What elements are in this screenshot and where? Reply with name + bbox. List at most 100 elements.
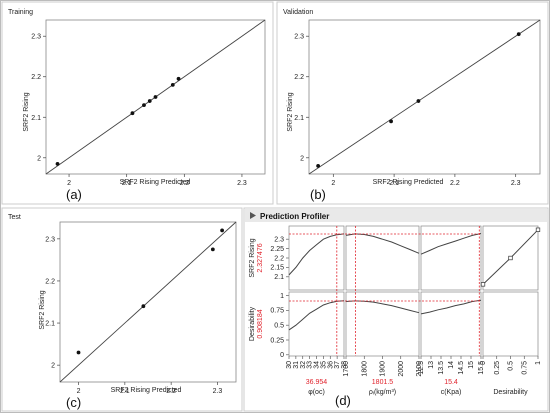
x-tick-label: 30	[286, 361, 293, 369]
x-tick-label: 32	[300, 361, 307, 369]
data-point	[55, 161, 60, 166]
desirability-marker	[535, 227, 541, 232]
x-tick-label: 2	[77, 388, 81, 395]
y-tick-label: 0.25	[270, 337, 284, 344]
y-tick-label: 1	[280, 293, 284, 300]
y-tick-label: 2.1	[274, 274, 284, 281]
y-tick-label: 2.2	[31, 74, 41, 81]
data-point	[210, 247, 215, 252]
profiler-header	[245, 209, 547, 222]
x-tick-label: 1700	[343, 361, 350, 377]
profiler-cell	[482, 291, 539, 357]
data-point	[130, 111, 135, 116]
data-point	[147, 99, 152, 103]
x-tick-label: 1	[535, 361, 542, 365]
profiler-cell	[420, 225, 482, 291]
x-tick-label: 12.5	[418, 361, 425, 375]
panel-c-letter: (c)	[66, 395, 81, 410]
reference-line	[308, 19, 541, 175]
x-tick-label: 2.3	[511, 180, 521, 187]
panel-a-ylabel: SRF2 Rising	[23, 92, 30, 131]
x-tick-label: 14.5	[458, 361, 465, 375]
x-tick-label: 2000	[398, 361, 405, 377]
x-tick-label: 35	[320, 361, 327, 369]
data-point	[316, 163, 321, 168]
x-tick-label: 2	[331, 180, 335, 187]
panel-c: Test 2 2.1 2.2 2.3 2 2.1 2.2 2.3 SRF2 Rising Pr…	[1, 207, 243, 412]
x-tick-label: 2.3	[213, 388, 223, 395]
panel-c-ylabel: SRF2 Rising	[39, 290, 46, 329]
data-point	[170, 82, 175, 87]
panel-d: Prediction Profiler SRF2 Rising 2.327476 2…	[243, 207, 549, 412]
profile-curve	[420, 233, 482, 255]
x-tick-label: 13	[428, 361, 435, 369]
y-tick-label: 2.2	[274, 255, 284, 262]
data-point	[76, 350, 81, 355]
x-tick-label: 0.75	[521, 361, 528, 375]
x-tick-label: 2.1	[122, 180, 132, 187]
y-tick-label: 0	[280, 352, 284, 359]
x-tick-label: 2	[67, 180, 71, 187]
x-tick-label: 14	[448, 361, 455, 369]
y-tick-label: 2.25	[270, 246, 284, 253]
profiler-cell	[288, 225, 345, 291]
y-tick-label: 2.3	[274, 236, 284, 243]
profile-curve	[420, 299, 482, 315]
x-tick-label: 2.2	[450, 180, 460, 187]
y-tick-label: 2	[51, 363, 55, 370]
x-tick-label: 1900	[380, 361, 387, 377]
x-tick-label: 2100	[416, 361, 423, 377]
y-tick-label: 0.5	[274, 322, 284, 329]
panel-b-ylabel: SRF2 Rising	[287, 92, 294, 131]
data-point	[389, 119, 393, 124]
panel-a-title: Training	[8, 9, 33, 16]
x-tick-label: 33	[307, 361, 314, 369]
y-tick-label: 2	[37, 155, 41, 162]
panel-b-title: Validation	[283, 9, 313, 16]
panel-b-letter: (b)	[310, 187, 326, 202]
y-tick-label: 2.1	[31, 115, 41, 122]
y-tick-label: 0.75	[270, 308, 284, 315]
disclosure-triangle-icon[interactable]	[250, 212, 256, 219]
profiler-row-label: Desirability	[249, 306, 256, 341]
profile-curve	[345, 233, 420, 254]
x-tick-label: 2.2	[166, 388, 176, 395]
factor-label: c(Kpa)	[441, 389, 462, 396]
panel-b: Validation 2 2.1 2.2 2.3 2 2.1 2.2 2.3 SRF2 Ris…	[276, 1, 549, 205]
panel-a: Training 2 2.1 2.2 2.3 2 2.1 2.2 2.3 SRF2 Risin…	[1, 1, 274, 205]
y-tick-label: 2.1	[45, 321, 55, 328]
panel-c-plot: 2 2.1 2.2 2.3 2 2.1 2.2 2.3	[45, 221, 237, 395]
panel-a-plot: 2 2.1 2.2 2.3 2 2.1 2.2 2.3	[31, 19, 266, 187]
y-tick-label: 2.15	[270, 265, 284, 272]
data-point	[516, 32, 521, 37]
x-tick-label: 2.2	[179, 180, 189, 187]
data-point	[176, 76, 181, 81]
y-tick-label: 2.2	[294, 74, 304, 81]
x-tick-label: 1800	[361, 361, 368, 377]
x-tick-label: 34	[314, 361, 321, 369]
profile-curve	[288, 300, 345, 331]
panel-d-letter: (d)	[335, 393, 351, 408]
data-point	[416, 99, 421, 103]
x-tick-label: 13.5	[438, 361, 445, 375]
profiler-cell	[420, 291, 482, 357]
x-tick-label: 0.25	[494, 361, 501, 375]
panel-a-xlabel: SRF2 Rising Predicted	[120, 179, 191, 186]
factor-label: Desirability	[493, 389, 528, 396]
x-tick-label: 37	[334, 361, 341, 369]
x-tick-label: 38	[341, 361, 348, 369]
factor-current-value: 15.4	[444, 379, 458, 386]
factor-label: φ(oc)	[308, 389, 325, 396]
factor-label: ρᵢ(kg/m³)	[369, 389, 396, 396]
panel-b-plot: 2 2.1 2.2 2.3 2 2.1 2.2 2.3	[294, 19, 541, 187]
y-tick-label: 2.3	[294, 34, 304, 41]
factor-current-value: 1801.5	[372, 379, 394, 386]
profiler-title: Prediction Profiler	[260, 212, 329, 221]
y-tick-label: 2.3	[31, 34, 41, 41]
panel-b-xlabel: SRF2 Rising Predicted	[373, 179, 444, 186]
desirability-marker	[480, 282, 486, 287]
profiler-cell	[345, 291, 420, 357]
panel-c-xlabel: SRF2 Rising Predicted	[111, 387, 182, 394]
data-point	[142, 103, 146, 108]
profiler-row-current-value: 0.908184	[257, 309, 264, 338]
